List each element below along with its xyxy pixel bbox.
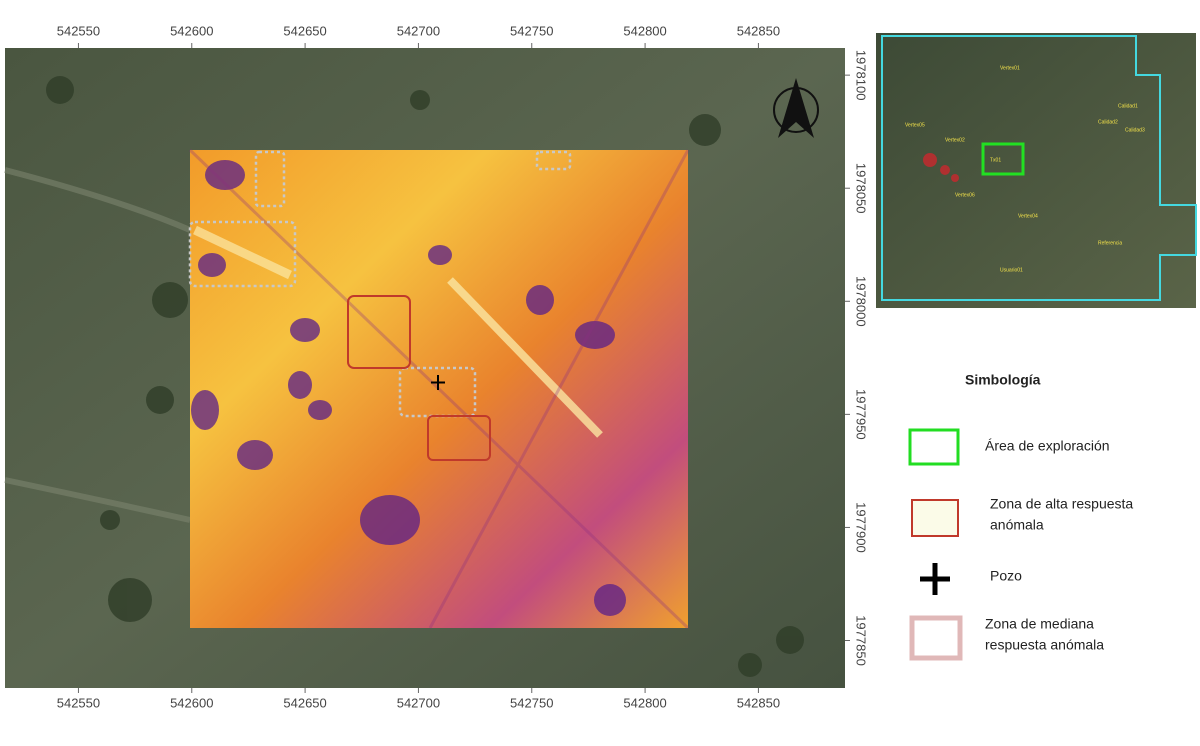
legend-swatch [911,499,959,537]
x-tick-label: 542600 [170,695,213,710]
x-tick-label: 542550 [57,695,100,710]
x-tick-label: 542600 [170,23,213,38]
inset-boundary [881,35,1197,301]
legend-label: Pozo [990,568,1022,584]
y-tick-label: 1978000 [854,276,869,327]
linear-feature [193,225,292,280]
legend-label: respuesta anómala [985,637,1104,653]
inset-label: Usuario01 [1000,267,1023,273]
north-arrow [773,78,819,138]
y-tick-label: 1977850 [854,615,869,666]
x-tick-label: 542800 [623,23,666,38]
legend-label: Zona de alta respuesta [990,496,1133,512]
inset-points [923,153,959,182]
inset-label: Vertex06 [955,192,975,198]
inset-label: Calidad3 [1125,127,1145,133]
inset-label: Vertex01 [1000,65,1020,71]
x-tick-label: 542700 [397,23,440,38]
inset-label: Calidad2 [1098,119,1118,125]
x-tick-label: 542850 [737,695,780,710]
legend-swatch [909,615,963,661]
legend-label: Zona de mediana [985,616,1094,632]
x-tick-label: 542750 [510,695,553,710]
legend: Área de exploración Zona de alta respuest… [985,438,1133,653]
linear-feature [447,277,603,438]
high-zones [347,295,491,461]
y-tick-label: 1978100 [854,50,869,101]
x-tick-label: 542800 [623,695,666,710]
inset-label: Tx01 [990,157,1001,163]
y-tick-label: 1977900 [854,502,869,553]
x-tick-label: 542850 [737,23,780,38]
cold-zones [191,160,626,616]
x-tick-label: 542650 [283,695,326,710]
legend-title: Simbología [965,372,1041,388]
inset-map [876,33,1196,308]
legend-label: anómala [990,517,1044,533]
well [431,375,445,390]
inset-label: Vertex05 [905,122,925,128]
inset-label: Vertex02 [945,137,965,143]
inset-label: Calidad1 [1118,103,1138,109]
paths [4,167,192,523]
legend-swatch [920,563,950,595]
legend-swatch [908,428,960,466]
inset-labels: Vertex01 Vertex02 Vertex04 Vertex05 Vertex06… [905,65,1145,273]
inset-label: Referencia [1098,240,1122,246]
x-tick-label: 542550 [57,23,100,38]
trees [46,76,804,677]
inset-label: Vertex04 [1018,213,1038,219]
axes: 542550 542550 542600 542600 542650 542650 5427… [57,23,869,710]
x-tick-label: 542700 [397,695,440,710]
y-tick-label: 1977950 [854,389,869,440]
legend-label: Área de exploración [985,438,1110,454]
inset-exploration-area [981,142,1025,176]
x-tick-label: 542650 [283,23,326,38]
x-tick-label: 542750 [510,23,553,38]
y-tick-label: 1978050 [854,163,869,214]
